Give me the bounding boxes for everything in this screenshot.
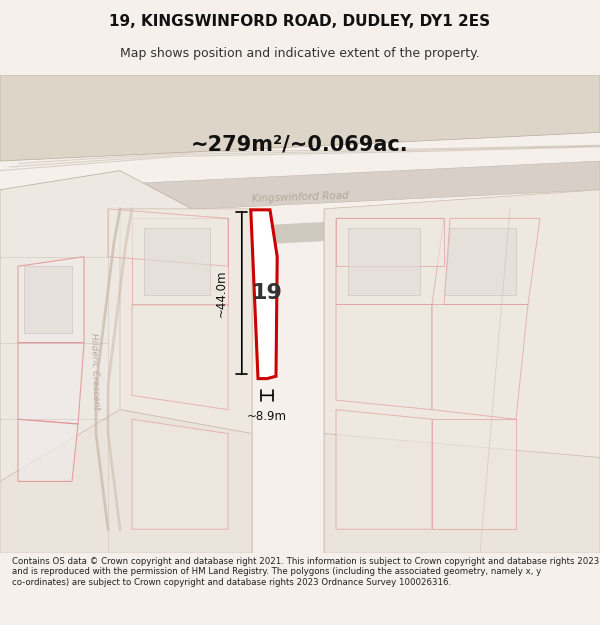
Polygon shape (0, 410, 252, 553)
Text: 19: 19 (251, 282, 283, 302)
Polygon shape (251, 210, 277, 379)
Polygon shape (336, 304, 432, 410)
Polygon shape (30, 209, 570, 257)
Text: Hilderic Crescent: Hilderic Crescent (89, 332, 101, 410)
Text: ~44.0m: ~44.0m (214, 269, 227, 317)
Polygon shape (120, 209, 252, 434)
Polygon shape (348, 228, 420, 295)
Polygon shape (444, 228, 516, 295)
Text: ~8.9m: ~8.9m (247, 411, 287, 423)
Polygon shape (132, 218, 228, 304)
Polygon shape (24, 266, 72, 333)
Polygon shape (144, 228, 210, 295)
Text: ~279m²/~0.069ac.: ~279m²/~0.069ac. (191, 134, 409, 154)
Polygon shape (18, 342, 84, 424)
Polygon shape (336, 410, 432, 529)
Polygon shape (132, 304, 228, 410)
Polygon shape (432, 419, 516, 529)
Polygon shape (336, 218, 444, 304)
Polygon shape (432, 304, 528, 419)
Text: Map shows position and indicative extent of the property.: Map shows position and indicative extent… (120, 48, 480, 61)
Text: 19, KINGSWINFORD ROAD, DUDLEY, DY1 2ES: 19, KINGSWINFORD ROAD, DUDLEY, DY1 2ES (109, 14, 491, 29)
Polygon shape (18, 257, 84, 343)
Text: Contains OS data © Crown copyright and database right 2021. This information is : Contains OS data © Crown copyright and d… (12, 557, 599, 586)
Polygon shape (324, 190, 600, 458)
Text: Kingswinford Road: Kingswinford Road (251, 190, 349, 204)
Polygon shape (108, 209, 228, 266)
Polygon shape (0, 171, 192, 553)
Polygon shape (336, 218, 444, 266)
Polygon shape (0, 75, 600, 161)
Polygon shape (18, 419, 78, 481)
Polygon shape (324, 434, 600, 553)
Polygon shape (132, 419, 228, 529)
Polygon shape (444, 218, 540, 304)
Polygon shape (0, 161, 600, 218)
